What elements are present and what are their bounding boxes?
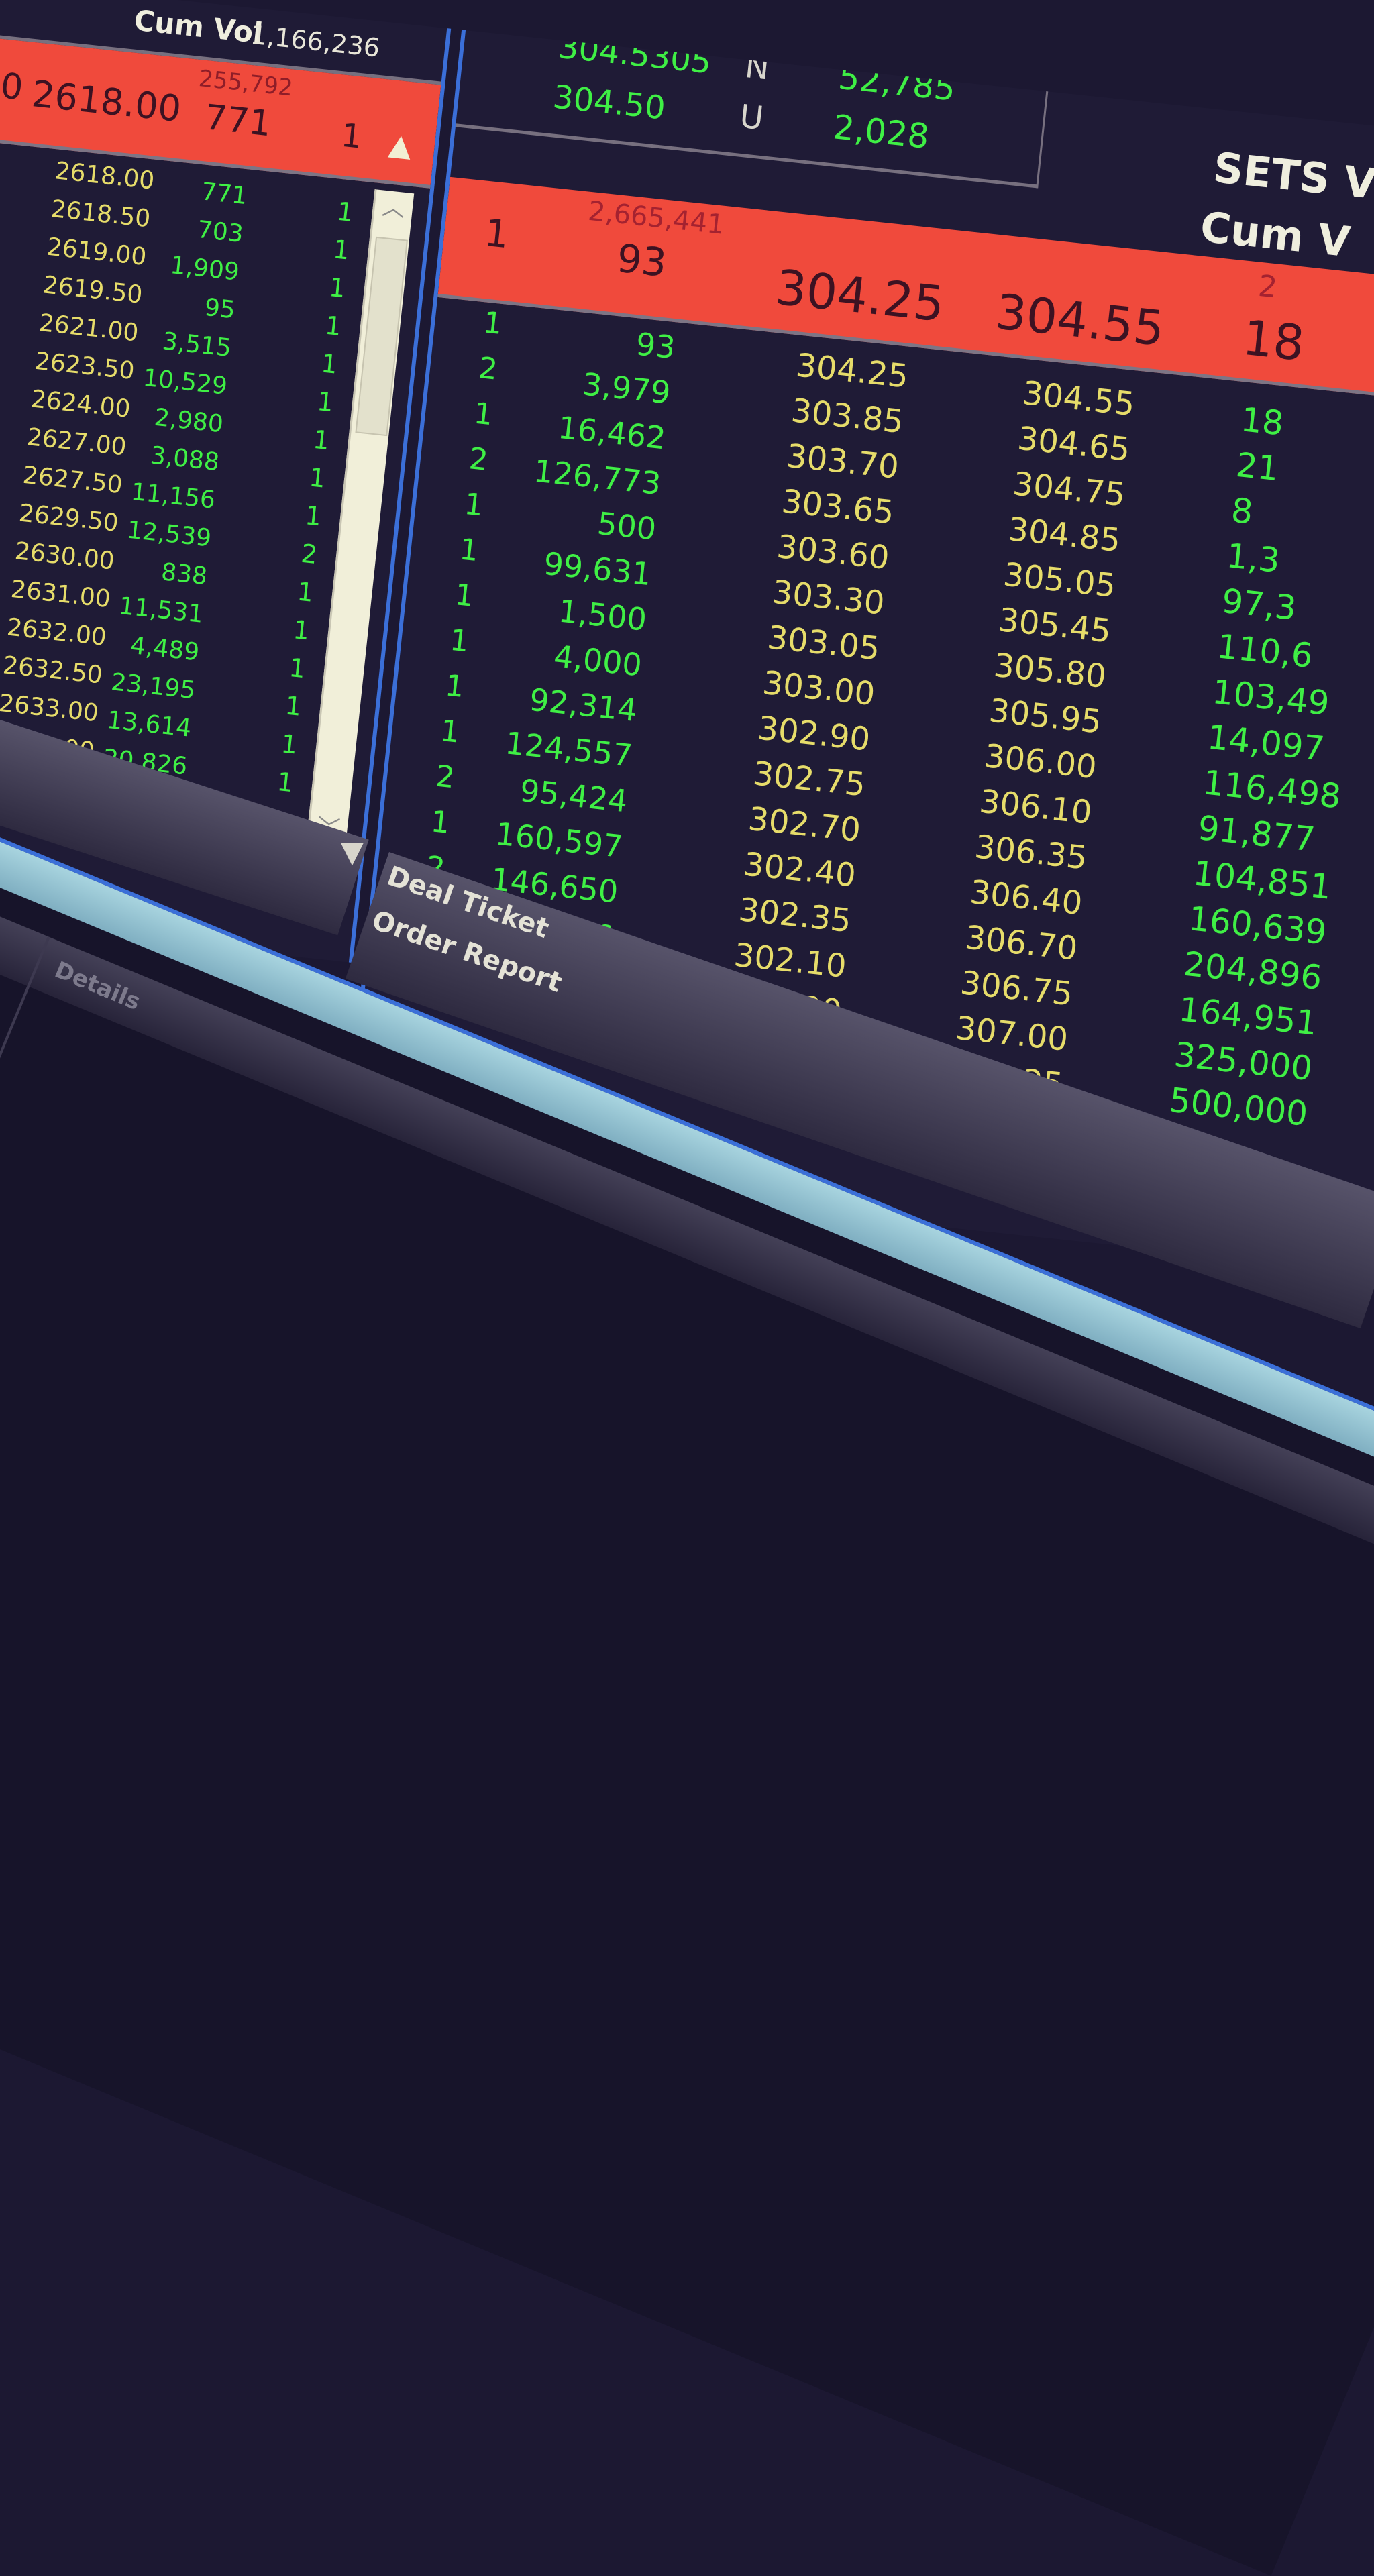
count-cell: 1: [291, 614, 311, 646]
bid-volume-cell: 99,631: [541, 545, 653, 593]
volume-cell: 12,539: [125, 516, 213, 553]
volume-cell: 4,489: [129, 631, 201, 667]
bid-volume-cell: 500: [595, 504, 658, 547]
ask-volume-cell: 500,000: [1167, 1080, 1310, 1134]
volume-cell: 23,195: [109, 668, 197, 705]
count-cell: 1: [429, 804, 452, 841]
scroll-thumb[interactable]: [355, 236, 408, 437]
count-cell: 1: [439, 714, 462, 750]
count-cell: 1: [331, 234, 352, 266]
count-cell: 1: [443, 668, 466, 705]
volume-cell: 2,980: [152, 403, 225, 439]
count-cell: 1: [307, 462, 327, 494]
best-partial-price: .00: [0, 62, 25, 109]
count-cell: 1: [315, 386, 335, 418]
best-total-volume: 2,665,441: [586, 195, 726, 241]
collapse-icon[interactable]: ▼: [341, 835, 364, 869]
sort-up-icon[interactable]: ▲: [387, 127, 414, 164]
top-rows: 304.5305 N 52,785 304.50 U 2,028: [466, 30, 1046, 156]
best-bid-volume: 93: [615, 235, 669, 286]
count-cell: 1: [279, 729, 299, 760]
sets-label: SETS V: [1211, 142, 1374, 209]
volume-cell: 703: [195, 215, 245, 248]
bid-volume-cell: 16,462: [556, 409, 668, 457]
cum-vol-label: Cum Vol: [132, 3, 265, 50]
trade-flag: U: [737, 97, 765, 138]
volume-cell: 11,531: [117, 592, 205, 629]
volume-cell: 13,614: [105, 706, 193, 743]
trade-price: 304.50: [551, 78, 668, 127]
bid-volume-cell: 124,557: [503, 724, 635, 774]
count-cell: 1: [458, 532, 480, 569]
count-cell: 1: [283, 690, 303, 722]
cum-vol-value: 1,166,236: [249, 19, 382, 63]
count-cell: 2: [433, 759, 457, 796]
bid-volume-cell: 1,500: [556, 592, 649, 638]
bid-volume-cell: 3,979: [580, 366, 673, 411]
best-volume: 771: [203, 97, 274, 145]
bid-volume-cell: 95,424: [518, 771, 630, 820]
bid-volume-cell: 160,597: [494, 815, 625, 865]
trade-volume: 2,028: [831, 107, 931, 156]
count-cell: 1: [295, 576, 315, 608]
best-price: 2618.00: [30, 72, 184, 131]
bid-volume-cell: 92,314: [527, 681, 639, 729]
best-count: 1: [339, 116, 364, 156]
price-cell: 2618.00: [53, 157, 156, 195]
best-count: 1: [482, 211, 511, 258]
volume-cell: 3,515: [160, 327, 233, 363]
volume-cell: 11,156: [129, 478, 217, 515]
count-cell: 2: [299, 538, 319, 570]
best-ask: 304.55: [993, 283, 1167, 358]
count-cell: 1: [287, 652, 307, 684]
best-bid: 304.25: [773, 258, 947, 333]
count-cell: 1: [323, 310, 344, 341]
best-ask-volume: 18: [1240, 309, 1308, 372]
trade-volume: 52,785: [836, 57, 957, 109]
count-cell: 2: [467, 441, 490, 478]
bid-volume-cell: 4,000: [551, 638, 644, 684]
count-cell: 1: [327, 272, 348, 304]
count-cell: 2: [476, 350, 500, 387]
count-cell: 1: [275, 766, 295, 798]
best-ask-total-partial: 2: [1257, 268, 1279, 305]
last-trades-box: 304.5305 N 52,785 304.50 U 2,028: [455, 30, 1049, 189]
count-cell: 1: [472, 396, 494, 433]
panel-divider: [0, 936, 50, 1805]
count-cell: 1: [311, 424, 331, 456]
cum-label: Cum V: [1198, 202, 1353, 267]
best-total-volume: 255,792: [197, 64, 295, 102]
trade-price: 304.5305: [556, 30, 713, 82]
count-cell: 1: [319, 348, 339, 380]
volume-cell: 838: [160, 558, 209, 591]
volume-cell: 1,909: [168, 252, 241, 286]
scroll-up-icon[interactable]: ︿: [380, 193, 407, 223]
count-cell: 1: [462, 486, 485, 523]
trade-flag: N: [743, 48, 772, 88]
volume-cell: 95: [203, 293, 237, 325]
volume-cell: 10,529: [142, 364, 229, 400]
count-cell: 1: [482, 305, 505, 342]
count-cell: 1: [335, 196, 356, 227]
volume-cell: 771: [199, 178, 249, 211]
bid-volume-cell: 93: [634, 325, 678, 366]
bid-volume-cell: 126,773: [531, 452, 663, 502]
count-cell: 1: [453, 578, 476, 614]
count-cell: 1: [303, 500, 323, 532]
count-cell: 1: [448, 623, 471, 659]
volume-cell: 3,088: [149, 441, 221, 477]
